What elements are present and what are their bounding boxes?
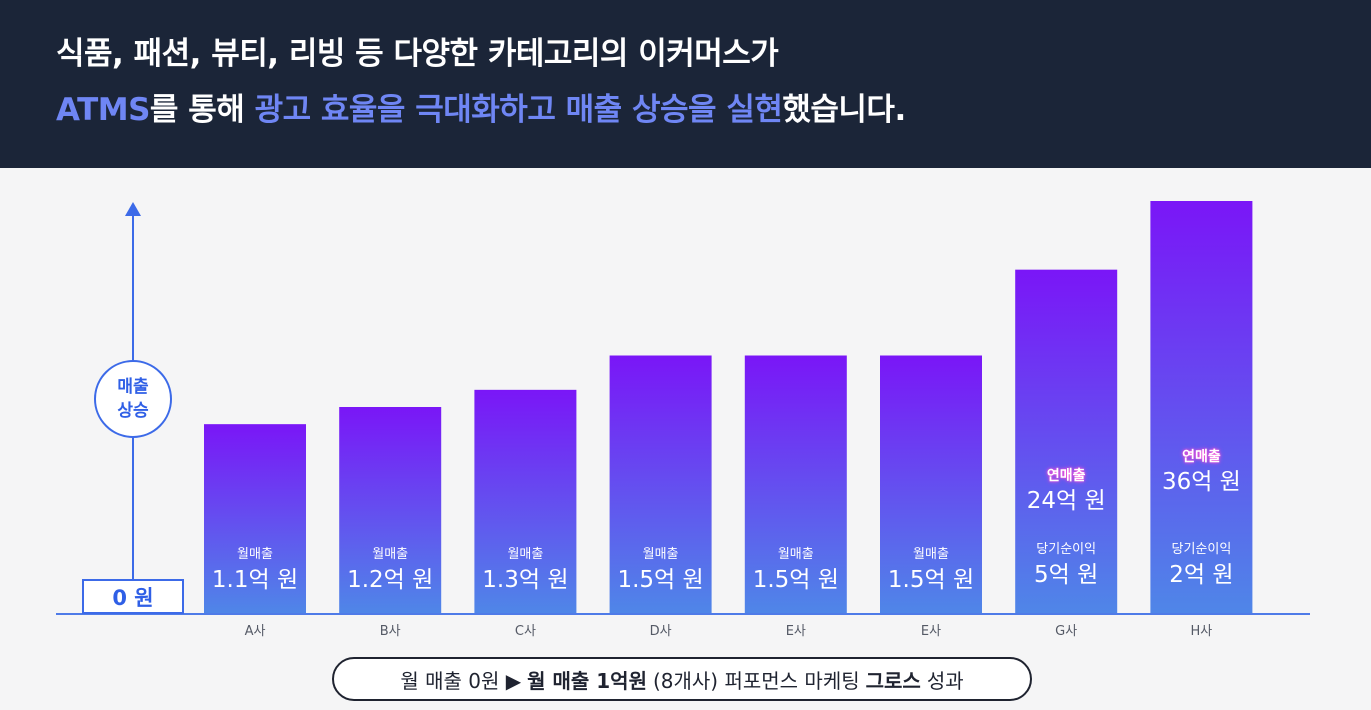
headline-highlight: 광고 효율을 극대화하고 매출 상승을 실현 [254, 92, 783, 128]
bar-value-2: 5억 원 [1034, 562, 1099, 588]
bar-caption: 월매출 [642, 547, 679, 562]
bar-5 [744, 355, 847, 613]
bar-label-6: 월매출 1.5억 원 [880, 545, 982, 595]
y-axis-arrow [125, 202, 141, 216]
bar-caption: 연매출 [1182, 449, 1221, 465]
bar-1 [204, 424, 306, 613]
bar-2 [339, 407, 442, 613]
x-tick-label-1: A사 [245, 624, 266, 639]
x-tick-label-5: E사 [786, 624, 806, 639]
x-tick-label-6: E사 [921, 624, 941, 639]
bar-8 [1150, 201, 1253, 613]
bar-label-2: 월매출 1.2억 원 [339, 545, 441, 595]
bubble-line-2: 상승 [117, 401, 149, 421]
bar-value-2: 2억 원 [1169, 562, 1234, 588]
x-tick-label-8: H사 [1191, 624, 1213, 639]
brand-name: ATMS [56, 92, 150, 128]
footer-part-2: 월 매출 1억원 [527, 668, 647, 693]
bar-chart: A사 B사 C사 D사 E사 E사 G사 H사 매출 상승 0 원 월매출 1.1억 원 월매출 1… [0, 168, 1371, 710]
bar-value: 1.5억 원 [752, 567, 839, 593]
headline-text-2a: 를 통해 [149, 92, 255, 128]
bar-value: 1.1억 원 [211, 567, 299, 593]
x-tick-label-4: D사 [650, 624, 672, 639]
bar-label-profit-8: 당기순이익 2억 원 [1150, 540, 1252, 590]
chart-canvas: A사 B사 C사 D사 E사 E사 G사 H사 [56, 201, 1310, 639]
x-tick-label-3: C사 [515, 624, 536, 639]
bar-label-5: 월매출 1.5억 원 [745, 545, 847, 595]
footer-part-5: 성과 [926, 668, 964, 693]
headline-line-1: 식품, 패션, 뷰티, 리빙 등 다양한 카테고리의 이커머스가 [56, 26, 1371, 82]
bar-label-profit-7: 당기순이익 5억 원 [1015, 540, 1117, 590]
bar-caption: 월매출 [913, 547, 949, 562]
bar-value: 1.5억 원 [617, 567, 704, 593]
bubble-line-1: 매출 [117, 377, 149, 397]
bar-value: 1.2억 원 [347, 567, 434, 593]
bar-caption: 월매출 [237, 547, 273, 562]
bar-caption-2: 당기순이익 [1036, 542, 1097, 557]
bar-label-1: 월매출 1.1억 원 [204, 545, 306, 595]
bar-value: 24억 원 [1026, 487, 1106, 514]
footer-part-3: (8개사) 퍼포먼스 마케팅 [652, 668, 860, 693]
bar-caption-2: 당기순이익 [1171, 542, 1232, 557]
bars-group [204, 201, 1253, 613]
footer-part-1: 월 매출 0원 ▶ [400, 668, 522, 693]
zero-baseline-label: 0 원 [82, 579, 184, 614]
headline-line-2: ATMS를 통해 광고 효율을 극대화하고 매출 상승을 실현했습니다. [56, 82, 1371, 138]
bar-value: 36억 원 [1161, 469, 1241, 495]
sales-increase-bubble: 매출 상승 [94, 360, 172, 438]
headline-text-2b: 했습니다. [782, 92, 906, 128]
bar-3 [474, 389, 577, 613]
bar-value: 1.3억 원 [482, 567, 569, 593]
bar-label-4: 월매출 1.5억 원 [610, 545, 712, 595]
x-tick-labels: A사 B사 C사 D사 E사 E사 G사 H사 [245, 624, 1213, 639]
bar-7 [1015, 269, 1118, 613]
bar-label-3: 월매출 1.3억 원 [474, 545, 576, 595]
x-tick-label-7: G사 [1055, 624, 1077, 639]
bar-caption: 월매출 [372, 547, 409, 562]
zero-label-text: 0 원 [112, 585, 154, 610]
bar-6 [880, 355, 982, 613]
summary-pill: 월 매출 0원 ▶ 월 매출 1억원 (8개사) 퍼포먼스 마케팅 그로스 성과 [332, 657, 1032, 701]
x-tick-label-2: B사 [380, 624, 401, 639]
footer-part-4: 그로스 [865, 668, 921, 693]
bar-4 [609, 355, 712, 613]
bar-value: 1.5억 원 [887, 567, 975, 593]
bar-caption: 월매출 [507, 547, 544, 562]
header-banner: 식품, 패션, 뷰티, 리빙 등 다양한 카테고리의 이커머스가 ATMS를 통… [0, 0, 1371, 168]
bar-caption: 월매출 [777, 547, 814, 562]
headline-text-1: 식품, 패션, 뷰티, 리빙 등 다양한 카테고리의 이커머스가 [56, 36, 779, 72]
bar-label-annual-7: 연매출 24억 원 [1015, 466, 1117, 516]
bar-caption: 연매출 [1046, 467, 1086, 484]
bar-label-annual-8: 연매출 36억 원 [1150, 447, 1252, 497]
